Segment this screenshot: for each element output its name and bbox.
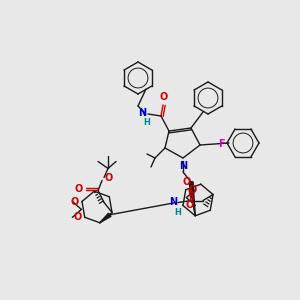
Text: O: O [183,176,191,187]
Text: O: O [189,185,197,195]
Text: H: H [175,208,182,217]
Text: O: O [71,196,79,206]
Text: N: N [138,108,146,118]
Text: O: O [104,173,112,184]
Text: O: O [74,212,82,222]
Polygon shape [100,213,111,223]
Text: H: H [144,118,150,127]
Text: N: N [179,161,187,171]
Polygon shape [189,182,195,216]
Text: F: F [218,139,225,149]
Text: O: O [186,200,194,211]
Text: O: O [75,184,83,194]
Text: N: N [169,196,177,206]
Text: O: O [160,92,168,102]
